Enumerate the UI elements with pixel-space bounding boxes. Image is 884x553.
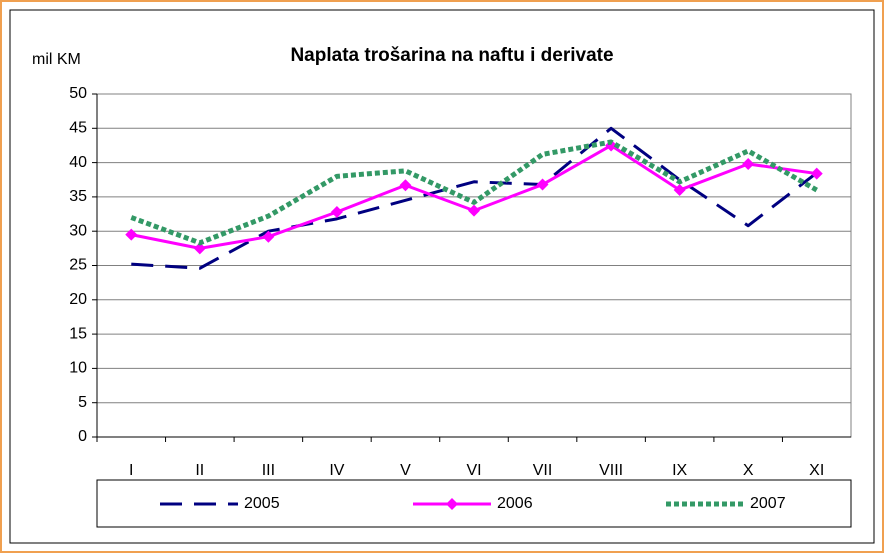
y-tick-label: 45 <box>69 120 87 137</box>
series-line <box>131 126 818 270</box>
data-marker <box>673 184 686 197</box>
y-tick-label: 35 <box>69 188 87 205</box>
x-tick-label: XI <box>809 462 824 479</box>
legend-label: 2007 <box>750 495 786 512</box>
y-tick-label: 5 <box>78 394 87 411</box>
y-tick-label: 20 <box>69 291 87 308</box>
y-tick-label: 40 <box>69 154 87 171</box>
series-line <box>130 139 818 246</box>
data-marker <box>536 178 549 191</box>
chart-title: Naplata trošarina na naftu i derivate <box>290 45 613 66</box>
x-tick-label: VIII <box>599 462 623 479</box>
x-tick-label: VI <box>466 462 481 479</box>
y-tick-label: 25 <box>69 257 87 274</box>
x-tick-label: IV <box>329 462 344 479</box>
y-tick-label: 30 <box>69 222 87 239</box>
data-marker <box>742 157 755 170</box>
data-marker <box>330 205 343 218</box>
x-tick-label: IX <box>672 462 687 479</box>
y-axis-label: mil KM <box>32 51 81 68</box>
x-tick-label: I <box>129 462 133 479</box>
x-tick-label: VII <box>533 462 553 479</box>
y-tick-label: 10 <box>69 360 87 377</box>
data-marker <box>468 204 480 217</box>
legend-label: 2006 <box>497 495 533 512</box>
x-tick-label: V <box>400 462 411 479</box>
x-tick-label: III <box>262 462 275 479</box>
y-tick-label: 0 <box>78 428 87 445</box>
legend-label: 2005 <box>244 495 280 512</box>
y-tick-label: 15 <box>69 325 87 342</box>
data-marker <box>810 167 823 180</box>
data-marker <box>193 242 206 255</box>
x-tick-label: II <box>195 462 204 479</box>
legend-marker <box>446 498 458 510</box>
data-marker <box>262 230 275 243</box>
y-tick-label: 50 <box>69 85 87 102</box>
x-tick-label: X <box>743 462 754 479</box>
data-marker <box>399 179 412 192</box>
